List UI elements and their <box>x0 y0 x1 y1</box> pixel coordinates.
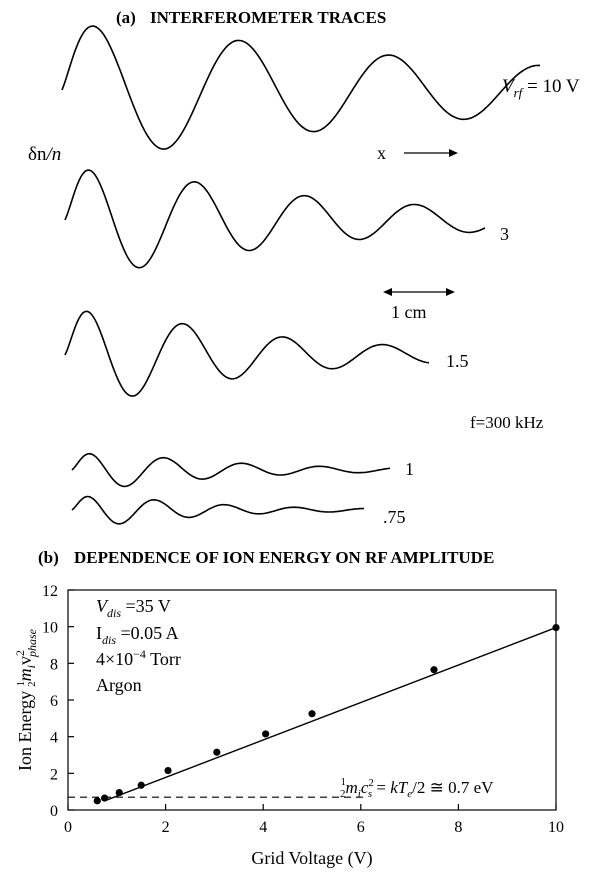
condition-idis: Idis =0.05 A <box>96 623 179 647</box>
data-point-8 <box>308 710 316 718</box>
panel-b-label: (b) <box>38 548 59 567</box>
data-point-3 <box>115 788 123 797</box>
scale-bar-left-head <box>383 288 392 296</box>
y-tick-label-4: 8 <box>50 656 58 673</box>
trace-label-5: .75 <box>383 507 406 527</box>
fit-line <box>104 626 557 802</box>
vrf-label: Vrf = 10 V <box>502 76 580 100</box>
direction-arrow-head <box>449 149 458 157</box>
panel-a-title: INTERFEROMETER TRACES <box>150 8 386 27</box>
data-point-6 <box>213 748 221 756</box>
trace-2 <box>64 169 486 269</box>
data-point-1 <box>93 797 101 805</box>
x-tick-label-1: 2 <box>162 819 170 836</box>
data-point-7 <box>262 730 270 738</box>
trace-label-4: 1 <box>405 459 414 479</box>
trace-group: 3 1.5 1 .75 <box>61 25 540 527</box>
trace-1 <box>61 25 540 150</box>
condition-gas: Argon <box>96 675 142 695</box>
y-tick-label-6: 12 <box>42 583 58 600</box>
data-point-9 <box>430 666 438 674</box>
data-point-4 <box>137 781 145 789</box>
x-tick-label-0: 0 <box>64 819 72 836</box>
panel-b-title: DEPENDENCE OF ION ENERGY ON RF AMPLITUDE <box>74 548 494 567</box>
y-tick-label-2: 4 <box>50 730 58 747</box>
sound-speed-annotation: 1 2mic2 s = kTe/2 ≅ 0.7 eV <box>340 776 494 800</box>
trace-label-3: 1.5 <box>446 351 469 371</box>
trace-5 <box>71 495 365 525</box>
y-axis-label: Ion Energy 12miv2phase <box>13 628 39 771</box>
x-tick-label-2: 4 <box>259 819 267 836</box>
trace-label-2: 3 <box>500 224 509 244</box>
frequency-label: f=300 kHz <box>470 413 544 432</box>
x-tick-label-3: 6 <box>357 819 365 836</box>
trace-3 <box>64 310 430 397</box>
y-tick-label-1: 2 <box>50 766 58 783</box>
data-point-10 <box>552 623 560 632</box>
tick-group: 0 2 4 6 8 10 0 2 4 6 8 10 12 <box>42 583 564 836</box>
y-tick-label-5: 10 <box>42 620 58 637</box>
x-tick-label-5: 10 <box>548 819 564 836</box>
panel-a-label: (a) <box>116 8 136 27</box>
condition-vdis: Vdis =35 V <box>96 596 171 620</box>
x-axis-label: Grid Voltage (V) <box>251 848 372 869</box>
trace-ylabel: δn/n <box>28 144 61 165</box>
data-point-2 <box>101 794 109 802</box>
y-tick-label-0: 0 <box>50 803 58 820</box>
scale-label: 1 cm <box>391 302 427 322</box>
scale-bar-right-head <box>446 288 455 296</box>
trace-4 <box>71 452 391 488</box>
mark-group <box>68 623 560 805</box>
direction-label: x <box>377 143 386 163</box>
condition-pressure: 4×10−4 Torr <box>96 647 181 669</box>
x-tick-label-4: 8 <box>454 819 462 836</box>
data-point-5 <box>164 766 172 775</box>
y-tick-label-3: 6 <box>50 693 58 710</box>
